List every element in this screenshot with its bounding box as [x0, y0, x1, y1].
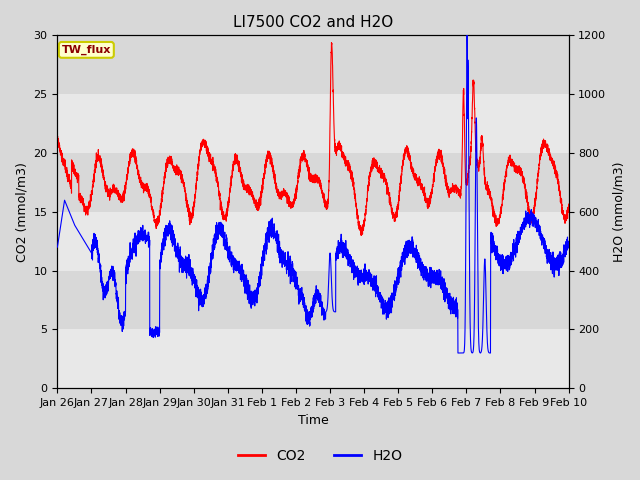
Bar — [58, 36, 568, 94]
Y-axis label: H2O (mmol/m3): H2O (mmol/m3) — [612, 162, 625, 262]
Bar — [58, 212, 568, 271]
Text: TW_flux: TW_flux — [61, 45, 111, 55]
Title: LI7500 CO2 and H2O: LI7500 CO2 and H2O — [233, 15, 393, 30]
Y-axis label: CO2 (mmol/m3): CO2 (mmol/m3) — [15, 162, 28, 262]
Bar — [58, 153, 568, 212]
X-axis label: Time: Time — [298, 414, 328, 427]
Bar — [58, 329, 568, 388]
Bar — [58, 94, 568, 153]
Bar — [58, 271, 568, 329]
Legend: CO2, H2O: CO2, H2O — [232, 443, 408, 468]
